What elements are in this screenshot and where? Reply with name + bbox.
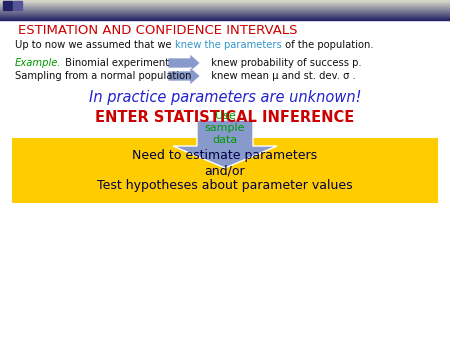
Polygon shape bbox=[168, 67, 200, 85]
Polygon shape bbox=[173, 120, 277, 168]
Text: knew the parameters: knew the parameters bbox=[175, 40, 282, 50]
Bar bbox=[0, 3, 450, 4]
Bar bbox=[0, 14, 450, 15]
Bar bbox=[0, 9, 450, 10]
Text: knew mean μ and st. dev. σ .: knew mean μ and st. dev. σ . bbox=[205, 71, 356, 81]
Text: In practice parameters are unknown!: In practice parameters are unknown! bbox=[89, 90, 361, 105]
Bar bbox=[0, 5, 450, 6]
Bar bbox=[0, 16, 450, 17]
Text: Up to now we assumed that we: Up to now we assumed that we bbox=[15, 40, 175, 50]
Polygon shape bbox=[168, 54, 200, 72]
Bar bbox=[0, 6, 450, 7]
Text: Need to estimate parameters
and/or
Test hypotheses about parameter values: Need to estimate parameters and/or Test … bbox=[97, 149, 353, 192]
Bar bbox=[0, 18, 450, 19]
Bar bbox=[13, 1, 22, 10]
Bar bbox=[0, 12, 450, 13]
Bar bbox=[0, 4, 450, 5]
Bar bbox=[0, 19, 450, 20]
Bar bbox=[0, 7, 450, 8]
Bar bbox=[0, 0, 450, 1]
Text: Use
sample
data: Use sample data bbox=[205, 112, 245, 145]
Bar bbox=[0, 10, 450, 11]
Bar bbox=[0, 15, 450, 16]
Bar bbox=[0, 11, 450, 12]
Text: knew probability of success p.: knew probability of success p. bbox=[205, 58, 362, 68]
Bar bbox=[0, 8, 450, 9]
Text: ENTER STATISTICAL INFERENCE: ENTER STATISTICAL INFERENCE bbox=[95, 110, 355, 125]
Bar bbox=[0, 1, 450, 2]
Bar bbox=[0, 17, 450, 18]
Text: of the population.: of the population. bbox=[282, 40, 373, 50]
Bar bbox=[3, 1, 12, 10]
FancyBboxPatch shape bbox=[12, 138, 438, 203]
Bar bbox=[0, 13, 450, 14]
Text: ESTIMATION AND CONFIDENCE INTERVALS: ESTIMATION AND CONFIDENCE INTERVALS bbox=[18, 24, 297, 37]
Text: Sampling from a normal population: Sampling from a normal population bbox=[15, 71, 192, 81]
Text: Example.: Example. bbox=[15, 58, 62, 68]
Bar bbox=[0, 2, 450, 3]
Text: Binomial experiment: Binomial experiment bbox=[62, 58, 169, 68]
